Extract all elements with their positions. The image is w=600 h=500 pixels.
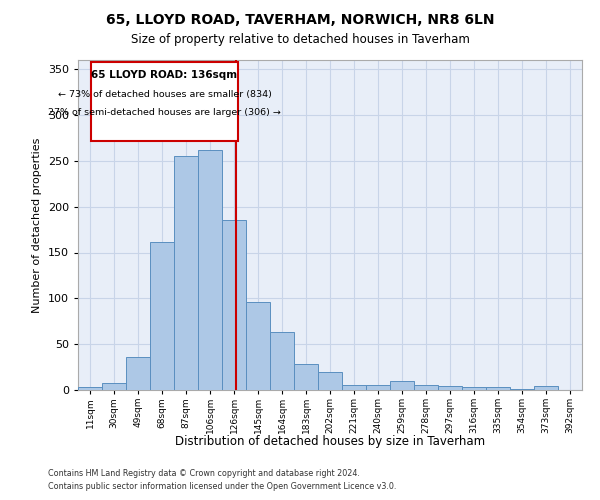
Bar xyxy=(391,381,413,390)
Bar xyxy=(103,382,125,390)
Bar xyxy=(127,357,149,390)
Text: 65, LLOYD ROAD, TAVERHAM, NORWICH, NR8 6LN: 65, LLOYD ROAD, TAVERHAM, NORWICH, NR8 6… xyxy=(106,12,494,26)
Text: 65 LLOYD ROAD: 136sqm: 65 LLOYD ROAD: 136sqm xyxy=(91,70,238,80)
Bar xyxy=(415,384,437,390)
Bar xyxy=(79,387,101,390)
Text: Distribution of detached houses by size in Taverham: Distribution of detached houses by size … xyxy=(175,435,485,448)
Bar xyxy=(463,387,485,390)
Bar xyxy=(223,220,245,390)
Bar xyxy=(367,386,389,390)
Bar xyxy=(511,389,533,390)
Bar xyxy=(439,386,461,390)
Bar xyxy=(295,364,317,390)
Text: Contains HM Land Registry data © Crown copyright and database right 2024.: Contains HM Land Registry data © Crown c… xyxy=(48,468,360,477)
Bar xyxy=(487,387,509,390)
Text: 27% of semi-detached houses are larger (306) →: 27% of semi-detached houses are larger (… xyxy=(48,108,281,116)
Bar xyxy=(247,302,269,390)
Text: Contains public sector information licensed under the Open Government Licence v3: Contains public sector information licen… xyxy=(48,482,397,491)
Text: Size of property relative to detached houses in Taverham: Size of property relative to detached ho… xyxy=(131,32,469,46)
Y-axis label: Number of detached properties: Number of detached properties xyxy=(32,138,42,312)
Bar xyxy=(199,150,221,390)
Bar xyxy=(175,156,197,390)
Bar xyxy=(535,386,557,390)
Text: ← 73% of detached houses are smaller (834): ← 73% of detached houses are smaller (83… xyxy=(58,90,271,100)
Bar xyxy=(271,332,293,390)
Bar xyxy=(343,384,365,390)
FancyBboxPatch shape xyxy=(91,62,238,140)
Bar xyxy=(319,372,341,390)
Bar xyxy=(151,242,173,390)
